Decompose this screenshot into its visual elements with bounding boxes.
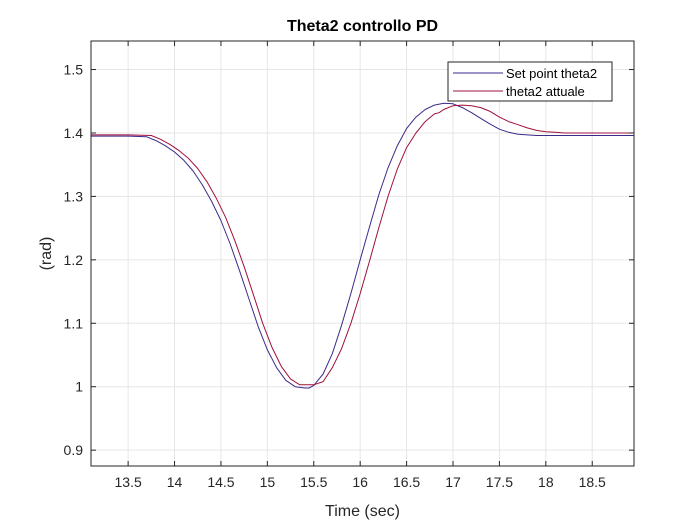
x-tick-label: 15.5: [300, 474, 327, 490]
axis-ticks: 13.5 14 14.5 15 15.5 16 16.5 17 17.5 18 18.5 0.9 1 1.…: [64, 41, 634, 490]
legend-label: Set point theta2: [506, 66, 597, 81]
y-axis-label: (rad): [38, 237, 55, 271]
legend-label: theta2 attuale: [506, 84, 585, 99]
y-tick-label: 1.1: [64, 315, 84, 331]
y-tick-label: 1: [75, 379, 83, 395]
series-line-2: [91, 104, 634, 386]
x-tick-label: 16.5: [393, 474, 420, 490]
x-tick-label: 16: [352, 474, 368, 490]
x-tick-label: 17: [445, 474, 461, 490]
x-tick-label: 15: [260, 474, 276, 490]
y-tick-label: 1.2: [64, 252, 84, 268]
y-tick-label: 1.4: [64, 125, 84, 141]
legend: Set point theta2 theta2 attuale: [447, 61, 613, 102]
x-tick-label: 14.5: [207, 474, 234, 490]
y-tick-label: 1.3: [64, 188, 84, 204]
y-tick-label: 0.9: [64, 442, 84, 458]
y-tick-label: 1.5: [64, 62, 84, 78]
x-tick-label: 18: [538, 474, 554, 490]
x-tick-label: 13.5: [115, 474, 142, 490]
chart-title: Theta2 controllo PD: [287, 18, 438, 35]
legend-box: [447, 61, 613, 102]
series-line-1: [91, 102, 634, 389]
x-tick-label: 14: [167, 474, 183, 490]
x-tick-label: 17.5: [486, 474, 513, 490]
grid-lines: [91, 41, 634, 466]
x-axis-label: Time (sec): [325, 503, 400, 520]
plot-area-frame: [90, 40, 635, 467]
x-tick-label: 18.5: [579, 474, 606, 490]
series-lines: [91, 102, 634, 389]
